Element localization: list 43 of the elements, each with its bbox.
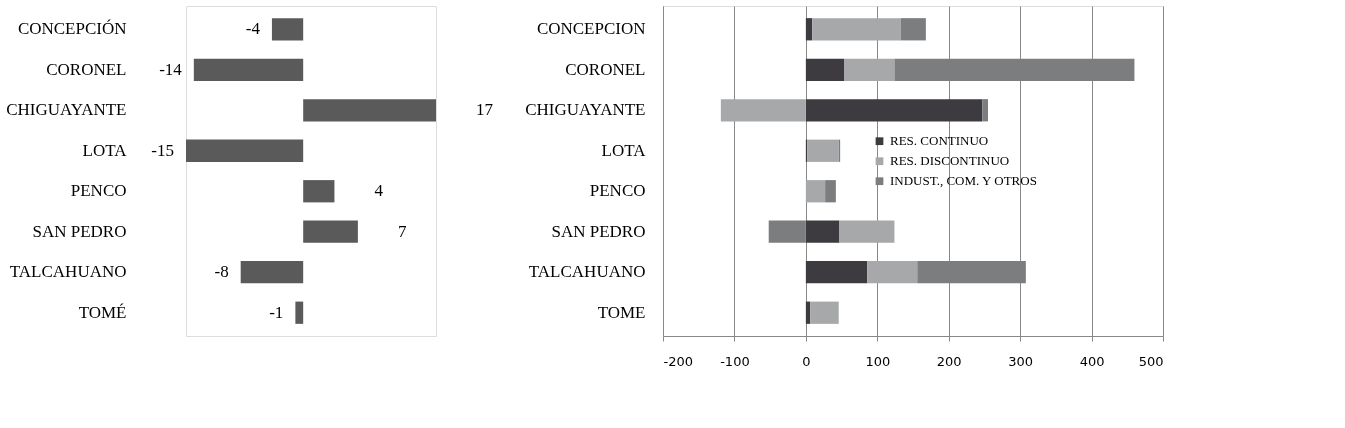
x-tick-label: 0 (802, 353, 811, 369)
y-tick-label: LOTA (601, 140, 647, 160)
x-tick-label: -200 (663, 353, 694, 369)
y-tick-label: CHIGUAYANTE (6, 100, 127, 120)
y-tick-label: LOTA (82, 140, 128, 160)
y-tick-label: CORONEL (565, 59, 646, 79)
y-tick-label: TOMÉ (78, 302, 127, 322)
legend-label: RES. DISCONTINUO (890, 153, 1010, 169)
legend-label: INDUST., COM. Y OTROS (890, 173, 1037, 189)
x-tick-label: 300 (1008, 353, 1034, 369)
bar (186, 139, 304, 162)
y-tick-label: PENCO (70, 181, 127, 201)
x-tick-label: 400 (1079, 353, 1105, 369)
x-tick-label: 500 (1138, 353, 1164, 369)
bar (303, 99, 436, 122)
data-label: -15 (151, 140, 174, 160)
x-tick-label: 200 (936, 353, 962, 369)
data-label: -4 (245, 19, 261, 39)
data-label: -8 (214, 262, 229, 282)
y-tick-label: TALCAHUANO (9, 262, 127, 282)
y-tick-label: PENCO (589, 181, 646, 201)
bar (240, 261, 304, 284)
bar (271, 18, 304, 41)
legend-label: RES. CONTINUO (890, 133, 989, 149)
x-tick-label: -100 (720, 353, 750, 369)
bar (303, 180, 335, 203)
data-label: 17 (476, 100, 494, 120)
data-label: -1 (269, 302, 284, 322)
y-tick-label: CONCEPCION (536, 19, 646, 39)
bar (303, 220, 358, 243)
y-tick-label: CONCEPCIÓN (17, 19, 127, 39)
bar (295, 301, 304, 324)
data-label: 7 (397, 221, 407, 241)
y-tick-label: CORONEL (46, 59, 127, 79)
bar (193, 58, 304, 81)
x-tick-label: 100 (865, 353, 891, 369)
y-tick-label: SAN PEDRO (551, 221, 646, 241)
y-tick-label: TALCAHUANO (528, 262, 646, 282)
y-tick-label: CHIGUAYANTE (525, 100, 646, 120)
y-tick-label: SAN PEDRO (32, 221, 127, 241)
data-label: 4 (374, 181, 384, 201)
y-tick-label: TOME (597, 302, 646, 322)
data-label: -14 (159, 59, 183, 79)
